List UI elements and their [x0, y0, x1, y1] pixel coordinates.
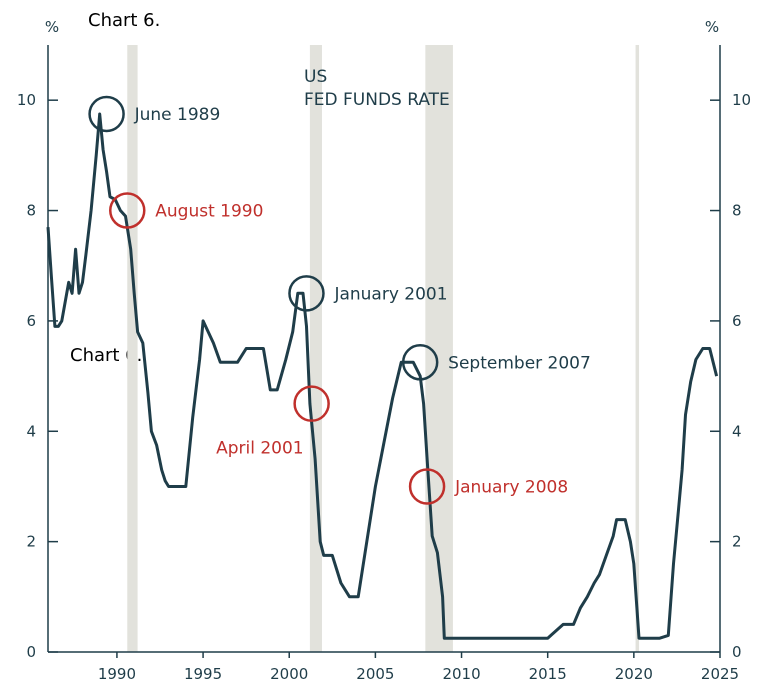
annotation-label: June 1989 [134, 105, 221, 125]
y-tick-label-right: 2 [732, 533, 742, 551]
fed-funds-rate-line [46, 112, 719, 640]
cut-marker-circle [293, 385, 330, 422]
chart-title-line: FED FUNDS RATE [304, 90, 450, 110]
peak-marker-circle [401, 344, 439, 381]
y-axis-unit-left: % [45, 18, 59, 36]
x-tick-label: 2015 [529, 665, 567, 683]
chart-title-line: US [304, 67, 327, 87]
annotation-label: September 2007 [448, 353, 591, 373]
peak-marker-circle [288, 275, 325, 312]
y-tick-label-right: 4 [732, 422, 742, 440]
chart-caption-top: Chart 6. [88, 10, 161, 31]
x-tick-label: 1995 [184, 665, 222, 683]
x-tick-label: 2020 [615, 665, 653, 683]
annotation-label: January 2001 [333, 284, 447, 304]
recession-band [635, 45, 640, 652]
x-tick-label: 2025 [701, 665, 739, 683]
y-tick-label-left: 8 [26, 202, 36, 220]
y-tick-label-left: 10 [17, 91, 36, 109]
x-tick-label: 2000 [270, 665, 308, 683]
x-tick-label: 2010 [442, 665, 480, 683]
annotation-label: August 1990 [155, 202, 263, 222]
cut-marker-circle [408, 468, 446, 505]
y-tick-label-right: 8 [732, 202, 742, 220]
peak-marker-circle [88, 95, 125, 133]
y-tick-label-right: 10 [732, 91, 751, 109]
y-axis-unit-right: % [705, 18, 719, 36]
y-tick-label-right: 6 [732, 312, 742, 330]
chart-caption-overlay: Chart 6. [70, 345, 143, 366]
x-tick-label: 2005 [356, 665, 394, 683]
recession-band [127, 45, 138, 652]
y-tick-label-right: 0 [732, 643, 742, 661]
annotation-label: April 2001 [216, 439, 304, 459]
y-tick-label-left: 0 [26, 643, 36, 661]
recession-band [309, 45, 322, 652]
y-tick-label-left: 4 [26, 422, 36, 440]
annotation-label: January 2008 [454, 477, 568, 497]
y-tick-label-left: 6 [26, 312, 36, 330]
cut-marker-circle [109, 192, 146, 229]
y-tick-label-left: 2 [26, 533, 36, 551]
x-tick-label: 1990 [98, 665, 136, 683]
